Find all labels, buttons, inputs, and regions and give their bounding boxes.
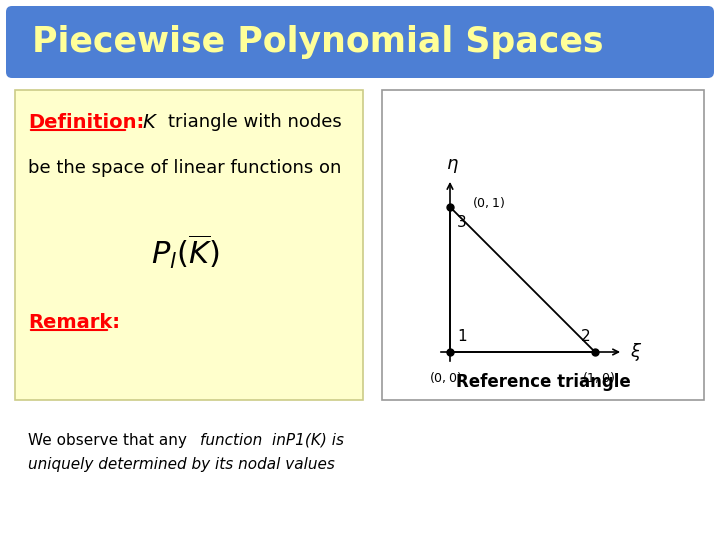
Text: Piecewise Polynomial Spaces: Piecewise Polynomial Spaces [32,25,603,59]
Text: $(1,0)$: $(1,0)$ [582,370,616,385]
Text: 1: 1 [457,329,467,344]
Text: uniquely determined by its nodal values: uniquely determined by its nodal values [28,456,335,471]
Text: $K$: $K$ [142,112,158,132]
Text: Definition:: Definition: [28,112,144,132]
Text: Reference triangle: Reference triangle [456,373,631,391]
Text: function  inP1(K) is: function inP1(K) is [200,433,344,448]
FancyBboxPatch shape [382,90,704,400]
Text: 2: 2 [581,329,590,344]
Text: $(0,1)$: $(0,1)$ [472,195,505,211]
Text: $\eta$: $\eta$ [446,157,459,175]
Text: be the space of linear functions on: be the space of linear functions on [28,159,341,177]
Text: 3: 3 [457,215,467,230]
FancyBboxPatch shape [15,90,363,400]
Text: triangle with nodes: triangle with nodes [168,113,342,131]
Text: Remark:: Remark: [28,313,120,332]
FancyBboxPatch shape [6,6,714,78]
Text: $(0,0)$: $(0,0)$ [430,370,462,385]
Text: $\xi$: $\xi$ [630,341,642,363]
Text: We observe that any: We observe that any [28,433,192,448]
Text: $P_l(\overline{K})$: $P_l(\overline{K})$ [150,233,219,271]
